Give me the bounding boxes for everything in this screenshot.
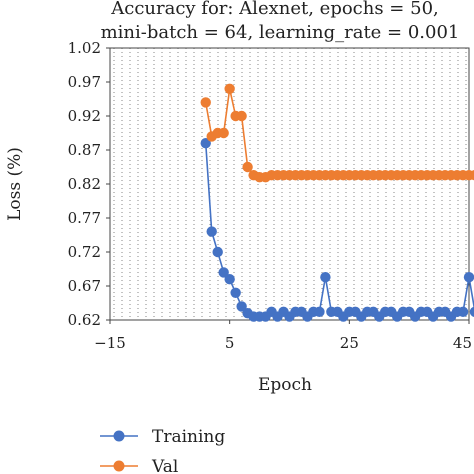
data-point (314, 306, 325, 318)
data-point (200, 138, 211, 149)
data-point (206, 226, 217, 237)
x-tick-label: −15 (94, 334, 126, 352)
y-axis-ticks: 0.62 0.67 0.72 0.77 0.82 0.87 0.92 0.97 1.02 (68, 39, 110, 329)
x-axis-ticks: −15 5 25 45 (94, 320, 472, 352)
series-training (200, 138, 474, 322)
data-point (230, 287, 241, 298)
legend-label: Training (152, 427, 225, 447)
chart-title-line-1: Accuracy for: Alexnet, epochs = 50, (110, 0, 439, 19)
data-point (242, 161, 253, 173)
data-point (218, 127, 229, 139)
x-tick-label: 25 (340, 334, 359, 352)
data-point (463, 271, 474, 283)
y-tick-label: 0.92 (68, 107, 101, 125)
legend: Training Val (100, 427, 225, 474)
legend-item-val: Val (100, 457, 178, 474)
legend-marker (113, 430, 125, 442)
series-val (200, 83, 474, 183)
data-point (224, 274, 235, 285)
data-point (457, 306, 469, 318)
plot-frame (109, 47, 470, 321)
legend-marker (113, 460, 125, 472)
x-tick-label: 45 (453, 334, 472, 352)
x-axis-label: Epoch (258, 375, 312, 395)
y-tick-label: 0.72 (68, 243, 101, 261)
data-point (469, 306, 474, 317)
data-point (469, 170, 474, 181)
y-tick-label: 0.62 (68, 311, 101, 329)
data-point (212, 246, 223, 258)
x-tick-label: 5 (225, 334, 235, 352)
data-point (224, 83, 235, 95)
data-point (236, 301, 247, 312)
y-axis-label: Loss (%) (5, 147, 25, 221)
data-point (218, 267, 229, 278)
legend-label: Val (151, 457, 178, 474)
grid (113, 48, 467, 320)
y-tick-label: 0.67 (68, 277, 101, 295)
data-point (320, 271, 331, 283)
y-tick-label: 0.77 (68, 209, 101, 227)
data-point (236, 110, 247, 122)
y-tick-label: 0.82 (68, 175, 101, 193)
chart-title-line-2: mini-batch = 64, learning_rate = 0.001 (101, 22, 460, 43)
legend-item-training: Training (100, 427, 225, 447)
y-tick-label: 1.02 (68, 39, 101, 57)
y-tick-label: 0.87 (68, 141, 101, 159)
data-point (200, 97, 211, 108)
series-layer (200, 83, 474, 322)
y-tick-label: 0.97 (68, 73, 101, 91)
